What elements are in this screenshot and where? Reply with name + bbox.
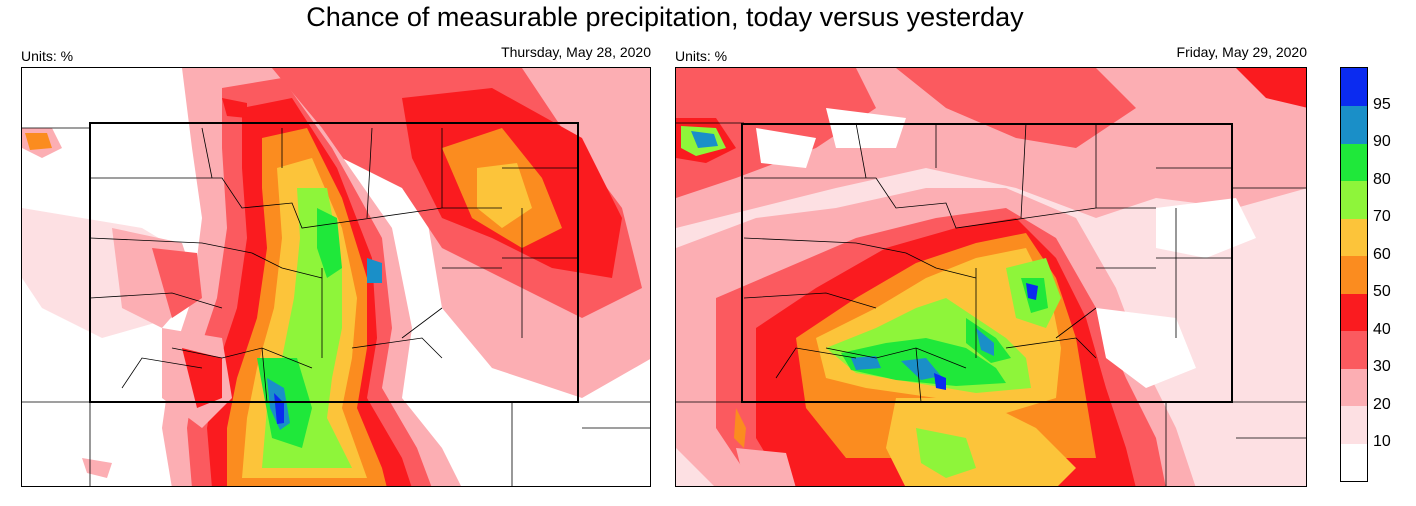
legend-label: 60: [1373, 245, 1391, 263]
legend-band: [1341, 105, 1367, 144]
legend-label: 10: [1373, 433, 1391, 451]
legend-band: [1341, 405, 1367, 444]
legend-band: [1341, 143, 1367, 182]
legend-band: [1341, 180, 1367, 219]
legend-label: 95: [1373, 95, 1391, 113]
legend-label: 90: [1373, 133, 1391, 151]
color-legend: [1340, 67, 1368, 482]
legend-label: 70: [1373, 208, 1391, 226]
right-state-border: [741, 123, 1233, 403]
legend-label: 30: [1373, 358, 1391, 376]
right-precip-field: [676, 68, 1306, 486]
legend-label: 20: [1373, 395, 1391, 413]
legend-band: [1341, 368, 1367, 407]
left-state-border: [89, 122, 579, 403]
right-precip-map: [675, 67, 1307, 487]
right-panel-date: Friday, May 29, 2020: [1176, 44, 1307, 60]
legend-label: 40: [1373, 320, 1391, 338]
figure-title: Chance of measurable precipitation, toda…: [306, 2, 1024, 32]
legend-band: [1341, 68, 1367, 107]
left-map-svg: [22, 68, 650, 486]
legend-band: [1341, 330, 1367, 369]
right-panel-units: Units: %: [675, 48, 728, 64]
legend-band: [1341, 218, 1367, 257]
legend-label: 80: [1373, 170, 1391, 188]
legend-band: [1341, 293, 1367, 332]
legend-band: [1341, 255, 1367, 294]
right-map-svg: [676, 68, 1306, 486]
legend-label: 50: [1373, 283, 1391, 301]
left-panel-units: Units: %: [21, 48, 74, 64]
legend-band: [1341, 443, 1367, 482]
left-panel-date: Thursday, May 28, 2020: [501, 44, 651, 60]
left-precip-map: [21, 67, 651, 487]
left-precip-field: [22, 68, 650, 486]
